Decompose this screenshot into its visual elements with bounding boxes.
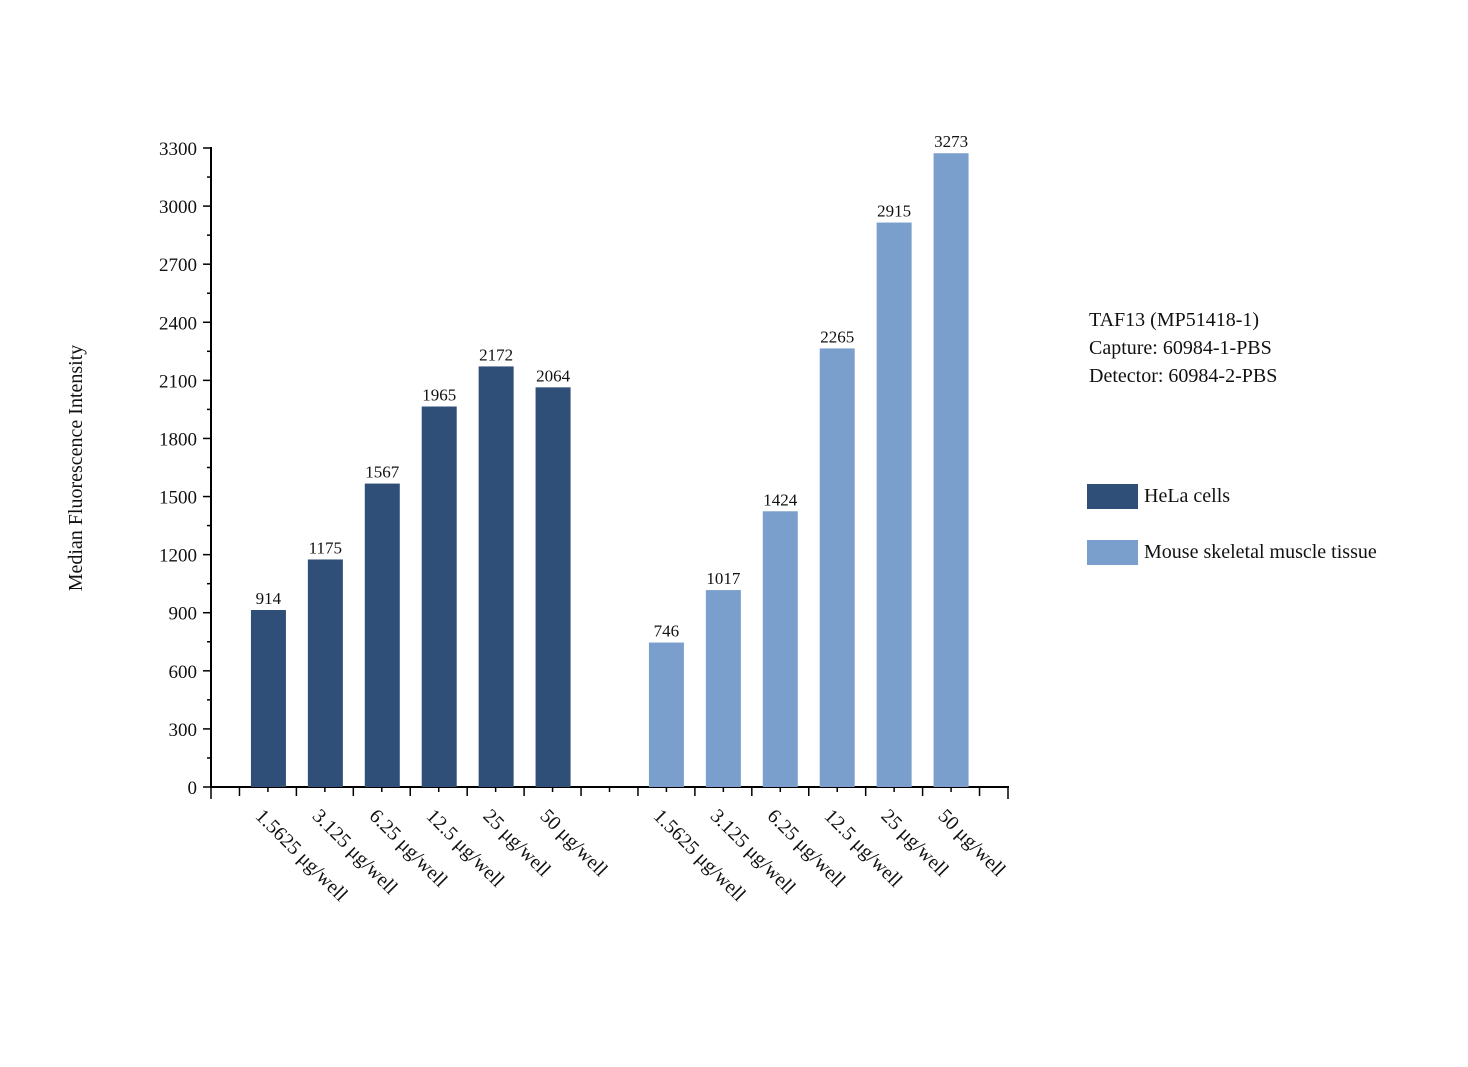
annotation-detector: Detector: 60984-2-PBS	[1089, 365, 1278, 387]
bar-value-label: 2915	[877, 202, 911, 221]
bar-value-label: 1017	[706, 569, 741, 588]
y-tick-label: 300	[169, 720, 198, 741]
bar-value-label: 914	[256, 589, 282, 608]
legend-item-hela: HeLa cells	[1087, 484, 1230, 509]
bar-value-label: 1965	[422, 386, 456, 405]
bars	[250, 153, 969, 788]
bar-value-label: 1175	[309, 538, 342, 557]
y-tick-label: 2100	[159, 371, 197, 392]
legend-swatch-mouse	[1087, 540, 1138, 565]
bar	[819, 348, 855, 787]
y-tick-label: 3000	[159, 197, 197, 218]
data-labels: 914 1175 1567 1965 2172 2064 746 1017 1424 2265 29…	[256, 132, 968, 640]
bar	[364, 483, 400, 787]
y-tick-label: 1200	[159, 546, 197, 567]
legend-label-mouse: Mouse skeletal muscle tissue	[1144, 541, 1377, 563]
bar-value-label: 3273	[934, 132, 968, 151]
bar-value-label: 2265	[820, 327, 854, 346]
bar	[421, 406, 457, 787]
bar-value-label: 1424	[763, 490, 798, 509]
legend-label-hela: HeLa cells	[1144, 485, 1231, 507]
y-tick-label: 3300	[159, 139, 197, 160]
bar-value-label: 2064	[536, 366, 571, 385]
y-tick-label: 2400	[159, 313, 197, 334]
y-axis: 0 300 600 900 1200 1500 1800 2100 2400 2700 3000 33…	[159, 139, 212, 799]
bar	[535, 387, 571, 787]
bar	[478, 366, 514, 787]
bar	[762, 511, 798, 787]
annotation-block: TAF13 (MP51418-1) Capture: 60984-1-PBS D…	[1089, 306, 1277, 390]
bar	[705, 590, 741, 787]
bar	[933, 153, 969, 788]
y-tick-label: 1500	[159, 488, 197, 509]
legend-item-mouse: Mouse skeletal muscle tissue	[1087, 540, 1377, 565]
bar	[648, 642, 684, 787]
y-tick-label: 1800	[159, 429, 197, 450]
bar-value-label: 1567	[365, 463, 400, 482]
y-tick-label: 0	[188, 778, 198, 799]
y-axis-title: Median Fluorescence Intensity	[65, 345, 87, 592]
bar-value-label: 2172	[479, 345, 513, 364]
bar	[307, 559, 343, 787]
bar	[876, 222, 912, 788]
y-tick-label: 600	[169, 662, 198, 683]
annotation-capture: Capture: 60984-1-PBS	[1089, 337, 1272, 359]
bar	[250, 610, 286, 787]
y-tick-label: 2700	[159, 255, 197, 276]
y-tick-label: 900	[169, 604, 198, 625]
legend-swatch-hela	[1087, 484, 1138, 509]
annotation-antibody: TAF13 (MP51418-1)	[1089, 309, 1260, 331]
bar-value-label: 746	[654, 622, 680, 641]
